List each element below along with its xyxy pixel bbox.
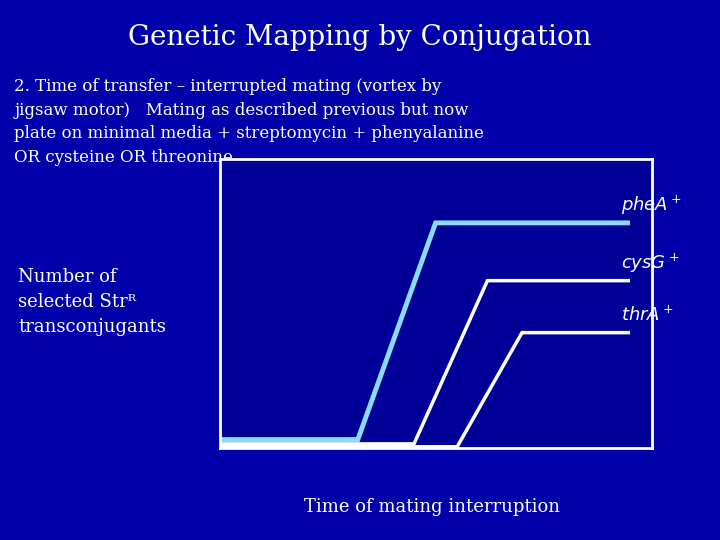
Text: $\mathit{cysG}^+$: $\mathit{cysG}^+$ [621, 252, 680, 275]
Text: 2. Time of transfer – interrupted mating (vortex by
jigsaw motor)   Mating as de: 2. Time of transfer – interrupted mating… [14, 78, 485, 166]
Text: Time of mating interruption: Time of mating interruption [304, 498, 560, 516]
Text: Number of
selected Strᴿ
transconjugants: Number of selected Strᴿ transconjugants [18, 268, 166, 336]
Text: Genetic Mapping by Conjugation: Genetic Mapping by Conjugation [128, 24, 592, 51]
Text: $\mathit{thrA}^+$: $\mathit{thrA}^+$ [621, 306, 675, 325]
Text: $\mathit{pheA}^+$: $\mathit{pheA}^+$ [621, 194, 683, 217]
